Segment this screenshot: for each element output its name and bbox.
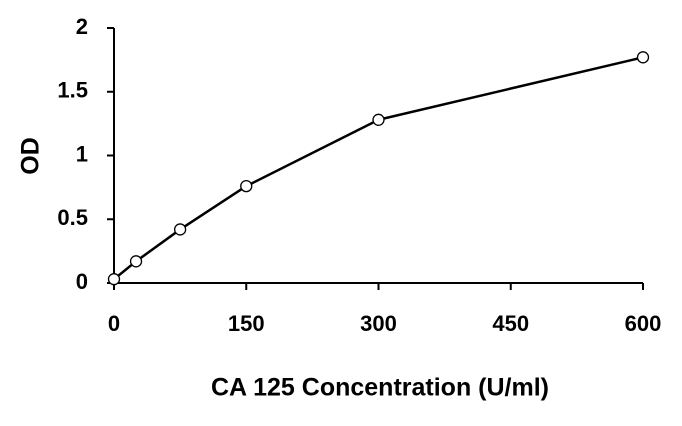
point (240, 179, 253, 193)
point (107, 273, 121, 286)
x-tick-label: 450 (492, 311, 529, 336)
line (113, 56, 644, 281)
x-tick-label: 300 (360, 311, 397, 336)
x-tick-label: 600 (625, 311, 662, 336)
x-axis-label: CA 125 Concentration (U/ml) (211, 374, 549, 402)
point (636, 51, 650, 64)
y-tick-label: 0 (76, 269, 88, 294)
point (372, 113, 385, 126)
y-tick-label: 1.5 (57, 78, 88, 103)
x-tick-label: 150 (228, 311, 265, 336)
y-axis-label: OD (17, 137, 45, 175)
y-tick-label: 1 (76, 141, 88, 166)
y-tick-label: 2 (76, 14, 88, 39)
x-tick-label: 0 (108, 311, 120, 336)
y-tick-label: 0.5 (57, 205, 88, 230)
point (129, 255, 143, 268)
point (173, 223, 187, 236)
